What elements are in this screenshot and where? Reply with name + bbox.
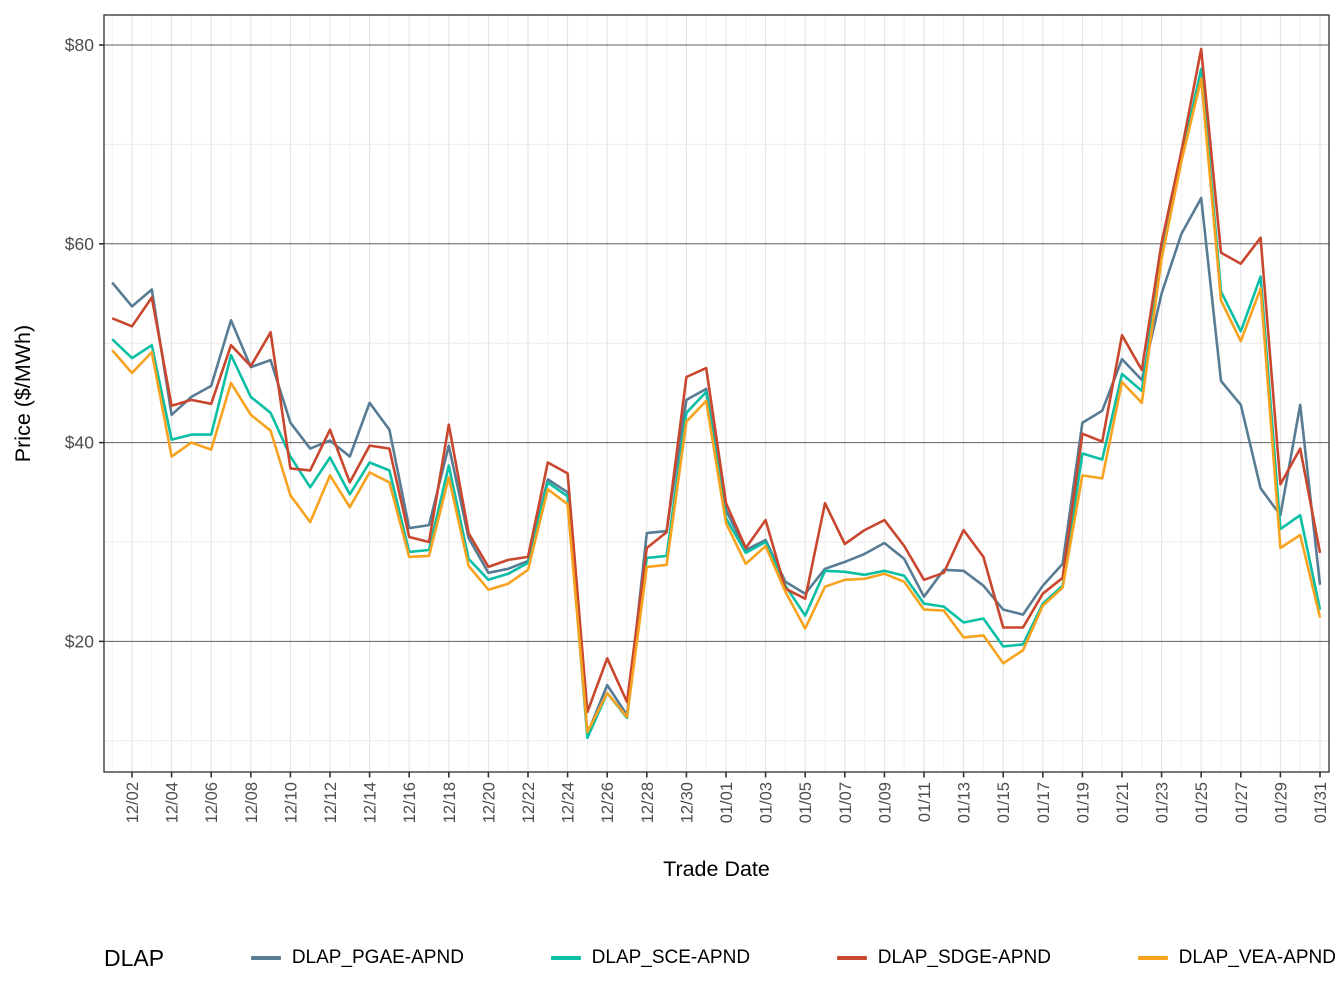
svg-text:01/05: 01/05 (797, 782, 815, 823)
legend-item-pgae: DLAP_PGAE-APND (250, 947, 464, 969)
svg-text:$40: $40 (65, 433, 94, 453)
svg-text:01/13: 01/13 (956, 782, 974, 823)
svg-text:01/19: 01/19 (1074, 782, 1092, 823)
svg-text:12/14: 12/14 (362, 782, 380, 823)
svg-text:12/06: 12/06 (203, 782, 221, 823)
svg-text:12/08: 12/08 (243, 782, 261, 823)
svg-text:12/02: 12/02 (124, 782, 142, 823)
svg-text:$60: $60 (65, 234, 94, 254)
svg-text:12/16: 12/16 (401, 782, 419, 823)
svg-text:01/23: 01/23 (1154, 782, 1172, 823)
x-axis-title: Trade Date (663, 857, 770, 881)
svg-text:01/21: 01/21 (1114, 782, 1132, 823)
svg-text:01/27: 01/27 (1233, 782, 1251, 823)
legend-label-pgae: DLAP_PGAE-APND (291, 947, 464, 968)
svg-text:12/22: 12/22 (520, 782, 538, 823)
svg-text:01/15: 01/15 (995, 782, 1013, 823)
chart-legend: DLAP DLAP_PGAE-APND DLAP_SCE-APND DLAP_S… (104, 938, 1336, 978)
svg-text:01/03: 01/03 (758, 782, 776, 823)
sce-line-key-icon (550, 956, 581, 960)
svg-text:12/28: 12/28 (639, 782, 657, 823)
svg-text:12/24: 12/24 (560, 782, 578, 823)
svg-text:01/11: 01/11 (916, 782, 934, 822)
legend-item-sdge: DLAP_SDGE-APND (836, 947, 1051, 969)
svg-text:12/04: 12/04 (164, 782, 182, 823)
svg-text:12/30: 12/30 (678, 782, 696, 823)
svg-text:01/01: 01/01 (718, 782, 736, 823)
svg-text:01/09: 01/09 (876, 782, 894, 823)
svg-text:01/29: 01/29 (1272, 782, 1290, 823)
legend-title: DLAP (104, 944, 165, 971)
pgae-line-key-icon (250, 956, 281, 960)
legend-item-vea: DLAP_VEA-APND (1137, 947, 1336, 969)
legend-label-sce: DLAP_SCE-APND (591, 947, 751, 968)
svg-text:01/17: 01/17 (1035, 782, 1053, 823)
svg-text:$20: $20 (65, 631, 94, 651)
svg-text:01/31: 01/31 (1312, 782, 1330, 823)
svg-text:12/10: 12/10 (282, 782, 300, 823)
sdge-line-key-icon (836, 956, 867, 960)
svg-text:12/20: 12/20 (480, 782, 498, 823)
legend-label-sdge: DLAP_SDGE-APND (877, 947, 1051, 968)
svg-text:01/25: 01/25 (1193, 782, 1211, 823)
svg-text:12/18: 12/18 (441, 782, 459, 823)
vea-line-key-icon (1137, 956, 1168, 960)
svg-text:12/26: 12/26 (599, 782, 617, 823)
y-axis-title: Price ($/MWh) (11, 325, 35, 462)
svg-text:$80: $80 (65, 35, 94, 55)
legend-label-vea: DLAP_VEA-APND (1178, 947, 1336, 968)
svg-text:01/07: 01/07 (837, 782, 855, 823)
legend-item-sce: DLAP_SCE-APND (550, 947, 751, 969)
svg-text:12/12: 12/12 (322, 782, 340, 823)
